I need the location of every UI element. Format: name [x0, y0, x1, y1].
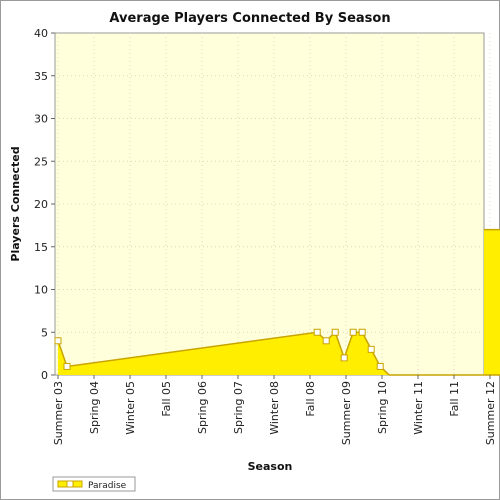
series-area-layer — [57, 228, 500, 376]
legend-marker — [66, 480, 74, 488]
x-tick-label: Spring 10 — [376, 381, 389, 434]
x-tick-label: Winter 08 — [268, 381, 281, 435]
data-point — [349, 328, 357, 336]
y-tick-label: 5 — [41, 326, 48, 339]
data-point — [367, 345, 375, 353]
plot-area — [54, 32, 485, 376]
y-tick-label: 15 — [34, 241, 48, 254]
x-tick-label: Summer 03 — [52, 381, 65, 445]
y-tick-label: 40 — [34, 27, 48, 40]
x-tick-label: Winter 05 — [124, 381, 137, 435]
data-point — [340, 354, 348, 362]
x-tick-label: Spring 07 — [232, 381, 245, 434]
y-tick-label: 35 — [34, 70, 48, 83]
grid-lines — [55, 33, 491, 375]
data-point — [313, 328, 321, 336]
y-axis-label: Players Connected — [9, 146, 22, 261]
data-point — [63, 362, 71, 370]
x-tick-label: Summer 09 — [340, 381, 353, 445]
x-tick-label: Spring 04 — [88, 381, 101, 434]
x-tick-label: Fall 05 — [160, 381, 173, 417]
x-tick-label: Summer 12 — [484, 381, 497, 445]
y-tick-label: 10 — [34, 284, 48, 297]
x-tick-label: Spring 06 — [196, 381, 209, 434]
x-tick-label: Fall 11 — [448, 381, 461, 417]
x-axis: Summer 03 Spring 04 Winter 05 Fall 05 Spring… — [52, 375, 497, 445]
x-axis-label: Season — [248, 460, 293, 473]
y-tick-label: 0 — [41, 369, 48, 382]
x-tick-label: Winter 11 — [412, 381, 425, 435]
legend-label-paradise: Paradise — [88, 481, 127, 491]
data-point — [376, 362, 384, 370]
y-tick-label: 25 — [34, 155, 48, 168]
y-axis: 0 5 10 15 20 25 30 35 40 — [34, 27, 55, 382]
chart-title: Average Players Connected By Season — [109, 11, 390, 26]
data-point — [54, 337, 62, 345]
series-area-fill — [58, 229, 500, 375]
legend: Paradise — [52, 476, 136, 492]
x-tick-label: Fall 08 — [304, 381, 317, 417]
data-point — [358, 328, 366, 336]
series-marker-layer — [54, 328, 384, 370]
series-line — [57, 228, 500, 376]
data-point — [322, 337, 330, 345]
y-tick-label: 30 — [34, 113, 48, 126]
data-point — [331, 328, 339, 336]
y-tick-label: 20 — [34, 198, 48, 211]
